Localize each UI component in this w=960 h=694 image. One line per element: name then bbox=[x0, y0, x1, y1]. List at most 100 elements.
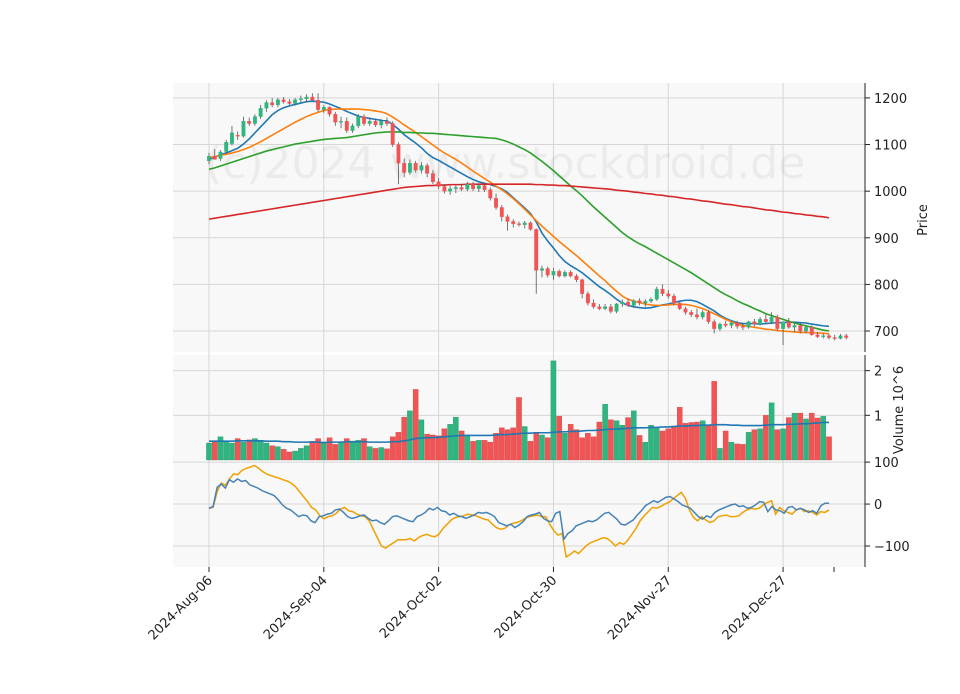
volume-bar bbox=[636, 435, 643, 461]
candle-body bbox=[620, 301, 625, 305]
x-tick-label: 2024-Oct-02 bbox=[377, 573, 445, 641]
volume-bar bbox=[539, 434, 545, 461]
price-ma-line bbox=[208, 108, 830, 335]
candle-body bbox=[247, 121, 252, 124]
candle-body bbox=[683, 308, 688, 313]
candle-body bbox=[476, 185, 481, 189]
candle-body bbox=[241, 121, 246, 137]
volume-bar bbox=[774, 429, 781, 461]
volume-bar bbox=[711, 381, 717, 461]
candle-body bbox=[717, 323, 722, 329]
oscillator-panel bbox=[208, 464, 830, 559]
candle-body bbox=[723, 323, 728, 326]
candle-body bbox=[258, 108, 263, 117]
volume-bar bbox=[407, 410, 413, 461]
candle-body bbox=[356, 116, 361, 127]
volume-bar bbox=[275, 446, 281, 461]
candle-body bbox=[809, 327, 814, 335]
candle-body bbox=[677, 302, 682, 309]
volume-bar bbox=[212, 441, 218, 461]
candle-body bbox=[327, 107, 332, 115]
candle-body bbox=[373, 121, 378, 126]
volume-bar bbox=[602, 403, 608, 461]
candle-body bbox=[385, 121, 389, 124]
x-tick-label: 2024-Nov-27 bbox=[605, 573, 675, 643]
candle-body bbox=[551, 271, 556, 276]
volume-bar bbox=[481, 440, 488, 461]
volume-bar bbox=[734, 443, 740, 461]
candle-body bbox=[821, 335, 826, 337]
volume-bar bbox=[234, 438, 241, 461]
candle-body bbox=[218, 151, 223, 159]
candle-body bbox=[643, 301, 648, 304]
volume-bar bbox=[470, 441, 476, 461]
candle-body bbox=[700, 312, 705, 318]
volume-bar bbox=[608, 419, 614, 461]
candle-body bbox=[660, 288, 665, 294]
candle-body bbox=[442, 186, 447, 192]
volume-bar bbox=[263, 442, 270, 461]
x-tick-label: 2024-Oct-30 bbox=[492, 573, 560, 641]
volume-bar bbox=[367, 446, 373, 461]
oscillator-line bbox=[208, 464, 830, 559]
volume-bar bbox=[544, 437, 551, 461]
volume-bar bbox=[671, 425, 677, 461]
candle-body bbox=[362, 116, 366, 124]
candle-body bbox=[786, 321, 791, 328]
candle-body bbox=[746, 321, 751, 328]
volume-bar bbox=[688, 422, 694, 461]
candle-body bbox=[562, 272, 567, 277]
price-tick-label: 900 bbox=[874, 232, 899, 247]
candle-body bbox=[603, 306, 608, 309]
candle-body bbox=[425, 165, 430, 174]
candle-body bbox=[781, 321, 786, 329]
candle-body bbox=[649, 299, 653, 302]
volume-bar bbox=[223, 441, 229, 461]
volume-bar bbox=[763, 415, 769, 461]
volume-bar bbox=[809, 412, 815, 461]
candle-body bbox=[275, 99, 280, 106]
volume-bar bbox=[780, 428, 786, 461]
candle-body bbox=[430, 173, 435, 182]
volume-bar bbox=[527, 441, 534, 461]
candle-body bbox=[212, 156, 217, 160]
candle-body bbox=[545, 268, 550, 276]
volume-bar bbox=[705, 424, 712, 461]
volume-bar bbox=[717, 448, 723, 461]
volume-bar bbox=[768, 402, 775, 461]
volume-bar bbox=[257, 440, 264, 461]
candle-body bbox=[471, 184, 476, 189]
volume-bar bbox=[493, 433, 499, 461]
candle-body bbox=[712, 321, 717, 329]
volume-bar bbox=[567, 424, 574, 461]
price-tick-label: 1200 bbox=[874, 92, 907, 107]
candle-body bbox=[407, 163, 412, 173]
candle-body bbox=[740, 326, 745, 328]
price-panel bbox=[207, 93, 849, 346]
volume-bar bbox=[246, 439, 252, 461]
candle-body bbox=[482, 185, 487, 190]
candle-body bbox=[557, 271, 562, 277]
candle-body bbox=[540, 268, 544, 271]
volume-bar bbox=[464, 434, 471, 461]
volume-bar bbox=[699, 420, 706, 461]
volume-bar bbox=[384, 448, 390, 461]
volume-bar bbox=[401, 416, 407, 461]
candle-body bbox=[838, 335, 843, 339]
candle-body bbox=[402, 163, 407, 173]
candle-body bbox=[706, 312, 711, 322]
volume-bar bbox=[550, 360, 557, 461]
price-tick-label: 1100 bbox=[874, 139, 907, 154]
candle-body bbox=[304, 96, 309, 100]
volume-bar bbox=[682, 423, 689, 461]
candle-body bbox=[672, 295, 676, 304]
candle-body bbox=[844, 335, 849, 338]
volume-bar bbox=[590, 436, 597, 461]
volume-bar bbox=[338, 441, 344, 461]
candle-body bbox=[224, 142, 229, 152]
candle-body bbox=[666, 293, 671, 297]
candle-body bbox=[207, 156, 211, 162]
candle-body bbox=[333, 114, 338, 123]
